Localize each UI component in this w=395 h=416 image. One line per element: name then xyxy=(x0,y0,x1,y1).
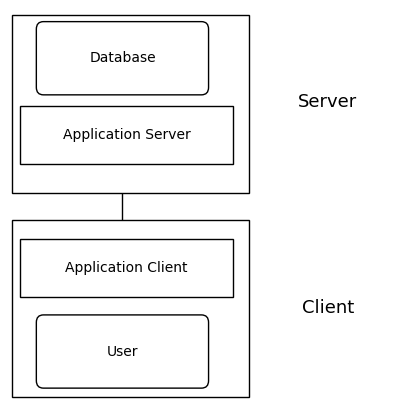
Bar xyxy=(12,220,249,397)
Bar xyxy=(20,239,233,297)
Bar xyxy=(12,15,249,193)
FancyBboxPatch shape xyxy=(36,22,209,95)
Text: Database: Database xyxy=(89,51,156,65)
Text: Server: Server xyxy=(298,93,357,111)
Text: Application Client: Application Client xyxy=(65,261,188,275)
Text: Application Server: Application Server xyxy=(62,128,190,142)
Text: User: User xyxy=(107,344,138,359)
Text: Client: Client xyxy=(302,299,354,317)
Bar xyxy=(20,106,233,164)
FancyBboxPatch shape xyxy=(36,315,209,388)
